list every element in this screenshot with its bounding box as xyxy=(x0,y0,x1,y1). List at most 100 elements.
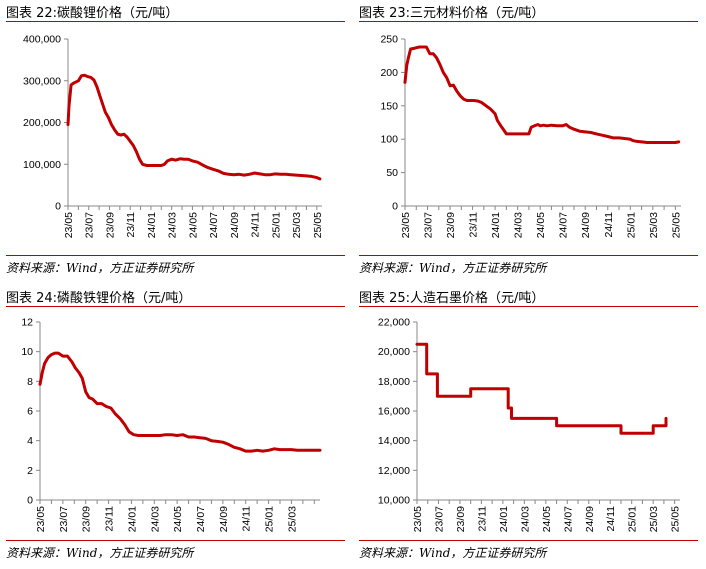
source-rule xyxy=(359,540,698,541)
x-tick-label: 24/05 xyxy=(172,506,184,532)
y-tick-label: 4 xyxy=(27,435,33,447)
chart-title: 图表 25:人造石墨价格（元/吨） xyxy=(359,291,545,306)
chart-source: 资料来源：Wind，方正证券研究所 xyxy=(359,546,547,560)
chart-panel-lfp: 图表 24:磷酸铁锂价格（元/吨） 0 2 4 6 8 10 12 23/05 23/07 23/… xyxy=(0,285,353,569)
price-series-line xyxy=(403,45,681,144)
x-tick-label: 23/11 xyxy=(468,212,480,238)
y-tick-label: 0 xyxy=(392,201,398,213)
x-tick-label: 23/07 xyxy=(433,506,445,532)
x-tick-label: 23/07 xyxy=(58,506,70,532)
chart-title: 图表 24:磷酸铁锂价格（元/吨） xyxy=(6,291,192,306)
x-tick-label: 25/03 xyxy=(648,212,660,238)
y-tick-label: 10,000 xyxy=(378,495,410,507)
y-tick-label: 300,000 xyxy=(23,75,61,87)
chart-title: 图表 23:三元材料价格（元/吨） xyxy=(359,6,545,21)
price-series-line xyxy=(415,342,668,435)
x-tick-label: 23/07 xyxy=(84,212,96,238)
x-tick-label: 24/05 xyxy=(535,212,547,238)
x-tick-label: 25/01 xyxy=(264,506,276,532)
x-tick-label: 24/11 xyxy=(241,506,253,532)
y-tick-label: 12 xyxy=(21,317,33,329)
x-tick-label: 23/11 xyxy=(125,212,137,238)
chart-title: 图表 22:碳酸锂价格（元/吨） xyxy=(6,6,179,21)
x-tick-label: 24/07 xyxy=(562,506,574,532)
x-tick-label: 24/07 xyxy=(208,212,220,238)
price-series-line xyxy=(66,73,322,181)
y-tick-label: 0 xyxy=(55,201,61,213)
x-tick-label: 24/09 xyxy=(584,506,596,532)
x-tick-label: 25/05 xyxy=(670,212,682,238)
chart-panel-ternary-material: 图表 23:三元材料价格（元/吨） 0 50 100 150 200 250 23/05 23… xyxy=(353,0,706,284)
x-tick-label: 25/01 xyxy=(627,506,639,532)
x-tick-label: 23/09 xyxy=(81,506,93,532)
y-tick-label: 150 xyxy=(380,100,398,112)
chart-panel-lithium-carbonate: 图表 22:碳酸锂价格（元/吨） 0 100,000 200,000 300,000 4… xyxy=(0,0,353,284)
x-tick-label: 24/11 xyxy=(250,212,262,238)
y-tick-label: 100,000 xyxy=(23,159,61,171)
y-tick-label: 200,000 xyxy=(23,117,61,129)
x-tick-label: 23/05 xyxy=(412,506,424,532)
line-chart-ternary-material: 0 50 100 150 200 250 23/05 23/07 23/09 23/11 24/01… xyxy=(380,34,682,239)
x-tick-label: 24/05 xyxy=(541,506,553,532)
x-tick-label: 23/09 xyxy=(445,212,457,238)
y-tick-label: 100 xyxy=(380,134,398,146)
y-tick-label: 250 xyxy=(380,34,398,46)
line-chart-lfp: 0 2 4 6 8 10 12 23/05 23/07 23/09 23/11 24/01 24/03 2… xyxy=(21,317,322,532)
x-tick-label: 24/03 xyxy=(167,212,179,238)
line-chart-lithium-carbonate: 0 100,000 200,000 300,000 400,000 23/05 23/07 2… xyxy=(23,34,324,239)
source-rule xyxy=(6,540,345,541)
x-tick-label: 23/05 xyxy=(63,212,75,238)
x-tick-label: 24/01 xyxy=(498,506,510,532)
y-tick-label: 12,000 xyxy=(378,465,410,477)
x-tick-label: 25/01 xyxy=(270,212,282,238)
x-tick-label: 25/05 xyxy=(312,212,324,238)
title-rule xyxy=(6,306,345,307)
price-series-line xyxy=(38,351,322,453)
y-tick-label: 0 xyxy=(27,495,33,507)
y-tick-label: 400,000 xyxy=(23,34,61,46)
source-rule xyxy=(6,255,345,256)
x-tick-label: 24/03 xyxy=(519,506,531,532)
x-tick-label: 23/05 xyxy=(400,212,412,238)
x-tick-label: 23/11 xyxy=(104,506,116,532)
title-rule xyxy=(359,306,698,307)
x-tick-label: 24/09 xyxy=(218,506,230,532)
x-tick-label: 24/01 xyxy=(146,212,158,238)
x-tick-label: 24/07 xyxy=(195,506,207,532)
x-tick-label: 25/03 xyxy=(291,212,303,238)
x-tick-label: 24/11 xyxy=(603,212,615,238)
x-tick-label: 25/01 xyxy=(625,212,637,238)
x-tick-label: 25/03 xyxy=(648,506,660,532)
x-tick-label: 24/03 xyxy=(513,212,525,238)
y-tick-label: 20,000 xyxy=(378,346,410,358)
y-tick-label: 22,000 xyxy=(378,317,410,329)
x-tick-label: 24/09 xyxy=(580,212,592,238)
x-tick-label: 24/05 xyxy=(187,212,199,238)
y-tick-label: 50 xyxy=(386,167,398,179)
source-rule xyxy=(359,255,698,256)
x-tick-label: 24/07 xyxy=(558,212,570,238)
x-tick-label: 23/11 xyxy=(476,506,488,532)
title-rule xyxy=(359,21,698,22)
x-tick-label: 23/07 xyxy=(423,212,435,238)
y-tick-label: 16,000 xyxy=(378,406,410,418)
y-tick-label: 10 xyxy=(21,346,33,358)
x-tick-label: 23/05 xyxy=(35,506,47,532)
x-tick-label: 23/09 xyxy=(104,212,116,238)
chart-source: 资料来源：Wind，方正证券研究所 xyxy=(359,261,547,275)
y-tick-label: 200 xyxy=(380,67,398,79)
x-tick-label: 24/03 xyxy=(149,506,161,532)
y-tick-label: 8 xyxy=(27,376,33,388)
x-tick-label: 24/09 xyxy=(229,212,241,238)
x-tick-label: 24/11 xyxy=(605,506,617,532)
x-tick-label: 25/03 xyxy=(286,506,298,532)
chart-source: 资料来源：Wind，方正证券研究所 xyxy=(6,546,194,560)
chart-panel-artificial-graphite: 图表 25:人造石墨价格（元/吨） 10,000 12,000 14,000 16,0… xyxy=(353,285,706,569)
chart-source: 资料来源：Wind，方正证券研究所 xyxy=(6,261,194,275)
y-tick-label: 2 xyxy=(27,465,33,477)
line-chart-artificial-graphite: 10,000 12,000 14,000 16,000 18,000 20,000 22,0… xyxy=(378,317,682,533)
x-tick-label: 23/09 xyxy=(455,506,467,532)
x-tick-label: 24/01 xyxy=(126,506,138,532)
y-tick-label: 14,000 xyxy=(378,435,410,447)
x-tick-label: 24/01 xyxy=(490,212,502,238)
